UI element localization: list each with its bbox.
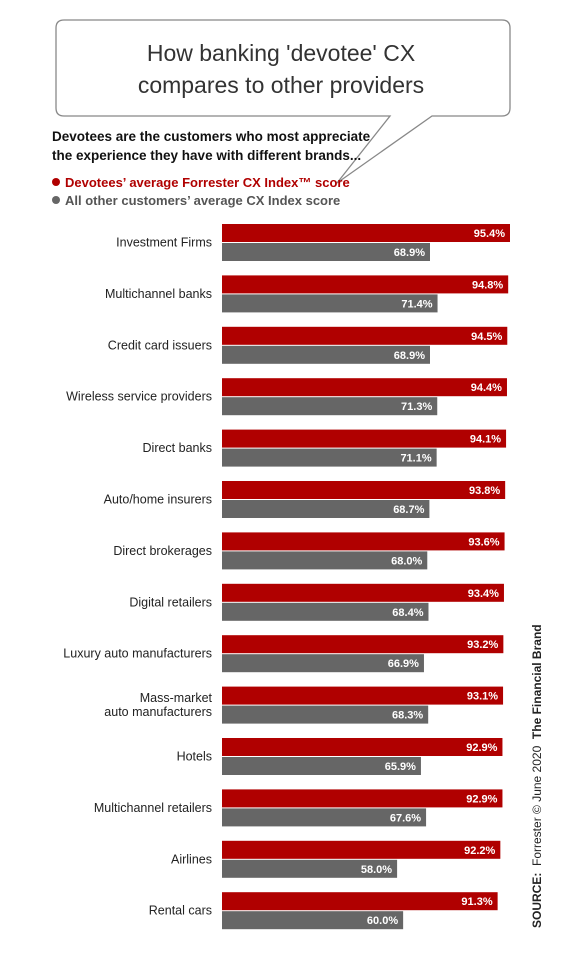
bar-devotees-value-label: 94.8% [472,279,503,291]
category-label: Investment Firms [116,236,212,250]
bar-others [222,911,404,930]
bar-others-value-label: 65.9% [385,761,416,773]
bar-devotees [222,583,504,602]
bar-others-value-label: 68.0% [391,555,422,567]
chart-subtitle-line-2: the experience they have with different … [52,148,362,163]
category-label: auto manufacturers [104,705,212,719]
category-label: Mass-market [140,691,213,705]
bar-others-value-label: 68.9% [394,350,425,362]
bar-others [222,397,438,416]
legend-item-devotees: Devotees’ average Forrester CX Index™ sc… [52,174,350,192]
bar-devotees-value-label: 94.4% [471,382,502,394]
bar-others-value-label: 60.0% [367,915,398,927]
bar-devotees [222,224,510,242]
bar-others [222,294,438,313]
bar-devotees-value-label: 93.1% [467,691,498,703]
category-label: Airlines [171,852,212,866]
source-note: SOURCE: Forrester © June 2020 The Financ… [529,608,545,928]
bar-devotees-value-label: 93.6% [468,536,499,548]
category-label: Rental cars [149,904,212,918]
category-label: Auto/home insurers [104,493,212,507]
title-speech-bubble [55,19,511,184]
bar-others-value-label: 58.0% [361,864,392,876]
bar-others [222,551,428,570]
bar-devotees-value-label: 91.3% [461,896,492,908]
bar-others-value-label: 66.9% [388,658,419,670]
source-label: SOURCE: [530,872,544,928]
bar-others [222,654,424,673]
bar-devotees-value-label: 94.5% [471,331,502,343]
bar-devotees-value-label: 93.2% [467,639,498,651]
legend-label-others: All other customers’ average CX Index sc… [65,193,341,208]
bar-others [222,500,430,518]
bar-others [222,448,437,467]
bar-devotees [222,789,503,808]
category-label: Digital retailers [129,595,212,609]
bar-devotees [222,686,504,705]
source-text: Forrester © June 2020 [530,745,544,866]
bar-others-value-label: 68.3% [392,710,423,722]
legend-item-others: All other customers’ average CX Index sc… [52,192,340,210]
bar-devotees [222,481,506,499]
bar-devotees [222,840,501,859]
chart-title-line-1: How banking 'devotee' CX [146,40,416,66]
category-label: Hotels [177,750,212,764]
bar-devotees [222,275,509,294]
bar-devotees-value-label: 93.4% [468,588,499,600]
bar-devotees [222,429,507,448]
bar-devotees-value-label: 92.9% [466,793,497,805]
bar-devotees [222,326,508,345]
legend-swatch-devotees [52,178,60,186]
category-label: Credit card issuers [108,338,212,352]
speech-bubble-outline [55,19,511,184]
bar-others [222,345,430,364]
bar-others-value-label: 68.7% [393,504,424,516]
bar-others [222,808,427,827]
bar-devotees [222,738,503,756]
bar-devotees-value-label: 95.4% [474,228,505,240]
bar-others [222,757,421,775]
category-label: Multichannel retailers [94,801,212,815]
bar-others-value-label: 71.1% [400,453,431,465]
legend-swatch-others [52,196,60,204]
category-label: Direct brokerages [113,544,212,558]
bar-devotees-value-label: 93.8% [469,485,500,497]
bar-others [222,705,429,724]
bar-others [222,602,429,621]
bar-devotees [222,892,498,911]
bar-others-value-label: 71.4% [401,298,432,310]
source-brand: The Financial Brand [530,624,544,740]
bar-devotees-value-label: 94.1% [470,434,501,446]
bar-devotees [222,532,505,551]
bar-others-value-label: 68.9% [394,247,425,259]
bar-others [222,859,398,878]
category-label: Wireless service providers [66,390,212,404]
category-label: Multichannel banks [105,287,212,301]
bar-devotees [222,378,507,397]
chart-title-line-2: compares to other providers [137,72,425,98]
bar-devotees-value-label: 92.9% [466,742,497,754]
legend-label-devotees: Devotees’ average Forrester CX Index™ sc… [65,175,350,190]
bar-devotees-value-label: 92.2% [464,845,495,857]
bar-others-value-label: 67.6% [390,812,421,824]
category-label: Luxury auto manufacturers [63,647,212,661]
bar-others-value-label: 71.3% [401,401,432,413]
chart-subtitle-line-1: Devotees are the customers who most appr… [52,129,371,144]
bar-others [222,243,430,261]
category-label: Direct banks [143,441,212,455]
bar-others-value-label: 68.4% [392,607,423,619]
bar-devotees [222,635,504,654]
